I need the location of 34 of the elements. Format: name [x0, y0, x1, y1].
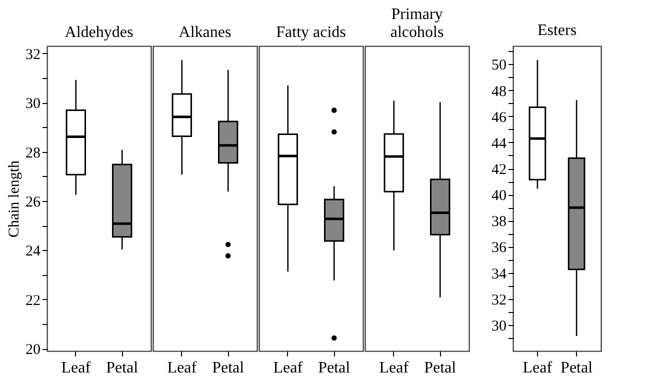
y-tick-label: 34 [492, 266, 507, 282]
chart-title: Alkanes [178, 24, 232, 41]
y-tick-label: 40 [492, 188, 506, 204]
y-tick-label: 32 [26, 46, 40, 63]
x-tick-label: Petal [424, 360, 457, 376]
chart-title: Fatty acids [276, 24, 346, 41]
y-tick-label: 28 [26, 145, 40, 162]
chart-title: Aldehydes [64, 24, 134, 41]
x-tick-label: Leaf [273, 360, 304, 376]
y-axis-title: Chain length [6, 160, 22, 238]
x-tick-label: Leaf [61, 360, 92, 376]
y-tick-label: 46 [492, 110, 507, 126]
x-tick-label: Petal [106, 360, 139, 376]
y-tick-label: 30 [26, 96, 40, 112]
y-tick-label: 50 [492, 58, 506, 74]
x-tick-label: Petal [212, 360, 245, 376]
y-tick-label: 38 [492, 214, 506, 230]
x-tick-label: Leaf [379, 360, 410, 376]
y-tick-label: 36 [492, 240, 507, 256]
y-tick-label: 48 [492, 84, 506, 100]
chart-title: Esters [537, 22, 577, 40]
x-tick-label: Petal [560, 360, 594, 376]
y-tick-label: 30 [492, 318, 506, 334]
y-tick-label: 32 [492, 292, 506, 308]
y-tick-label: 22 [26, 292, 40, 309]
x-tick-label: Leaf [522, 360, 553, 376]
y-tick-label: 24 [26, 244, 41, 260]
y-tick-label: 44 [492, 136, 507, 152]
x-tick-label: Leaf [167, 360, 198, 376]
x-tick-label: Petal [318, 360, 351, 376]
y-tick-label: 42 [492, 162, 506, 178]
y-tick-label: 26 [26, 194, 41, 210]
chart-title: Primary alcohols [390, 6, 444, 41]
y-tick-label: 20 [26, 342, 40, 358]
